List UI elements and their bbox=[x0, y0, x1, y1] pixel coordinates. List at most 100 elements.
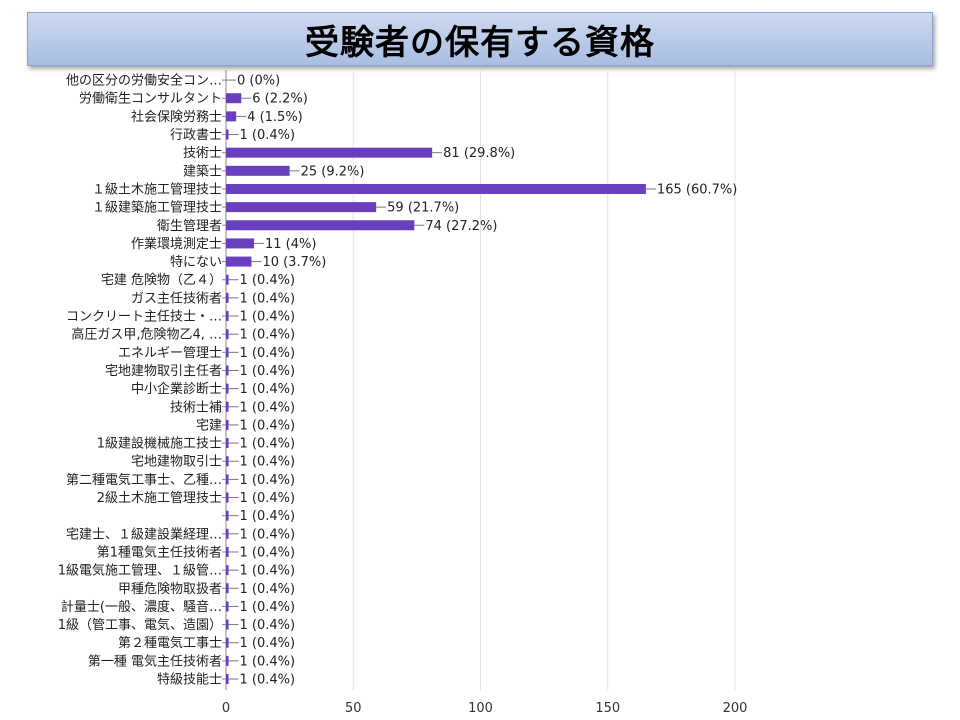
category-label: 第一種 電気主任技術者 bbox=[88, 653, 222, 669]
data-label: 1 (0.4%) bbox=[240, 545, 296, 560]
bar bbox=[226, 492, 229, 503]
data-label: 11 (4%) bbox=[265, 237, 316, 252]
bar bbox=[226, 637, 229, 648]
bar bbox=[226, 419, 229, 430]
category-label: エネルギー管理士 bbox=[118, 346, 222, 361]
category-label: １級土木施工管理技士 bbox=[92, 182, 222, 197]
bar bbox=[226, 147, 433, 158]
data-label: 1 (0.4%) bbox=[240, 673, 296, 688]
category-label: 特級技能士 bbox=[157, 673, 222, 688]
data-label: 1 (0.4%) bbox=[240, 582, 296, 597]
category-label: 1級建設機械施工技士 bbox=[97, 436, 222, 452]
data-label: 165 (60.7%) bbox=[657, 182, 737, 197]
data-label: 1 (0.4%) bbox=[240, 291, 296, 306]
category-label: 中小企業診断士 bbox=[131, 381, 222, 397]
category-label: 宅建士、１級建設業経理… bbox=[66, 526, 222, 542]
bar bbox=[226, 311, 229, 322]
data-label: 1 (0.4%) bbox=[240, 564, 296, 579]
category-label: 宅地建物取引士 bbox=[131, 455, 222, 470]
bar bbox=[226, 329, 229, 340]
bar bbox=[226, 510, 229, 521]
bar bbox=[226, 565, 229, 576]
bar bbox=[226, 438, 229, 449]
data-label: 1 (0.4%) bbox=[240, 328, 296, 343]
bar bbox=[226, 365, 229, 376]
data-label: 1 (0.4%) bbox=[240, 654, 296, 669]
category-label: 建築士 bbox=[183, 164, 222, 179]
bar bbox=[226, 401, 229, 412]
category-label: 2級土木施工管理技士 bbox=[97, 491, 222, 506]
bar bbox=[226, 183, 646, 194]
data-label: 6 (2.2%) bbox=[252, 92, 308, 107]
data-label: 1 (0.4%) bbox=[240, 418, 296, 433]
data-label: 4 (1.5%) bbox=[247, 110, 303, 125]
data-label: 1 (0.4%) bbox=[240, 600, 296, 615]
bar bbox=[226, 292, 229, 303]
data-label: 81 (29.8%) bbox=[443, 146, 515, 161]
data-label: 1 (0.4%) bbox=[240, 437, 296, 452]
data-label: 0 (0%) bbox=[237, 74, 280, 89]
bar bbox=[226, 256, 252, 267]
bar bbox=[226, 274, 229, 285]
category-label: 宅地建物取引主任者 bbox=[105, 364, 222, 379]
x-tick-label: 150 bbox=[595, 701, 620, 716]
bar bbox=[226, 93, 242, 104]
bar bbox=[226, 528, 229, 539]
data-label: 59 (21.7%) bbox=[387, 201, 459, 216]
bar bbox=[226, 674, 229, 685]
bar bbox=[226, 583, 229, 594]
bar bbox=[226, 165, 290, 176]
data-label: 1 (0.4%) bbox=[240, 400, 296, 415]
data-label: 10 (3.7%) bbox=[262, 255, 326, 270]
category-label: 高圧ガス甲,危険物乙4, … bbox=[71, 327, 222, 343]
data-label: 1 (0.4%) bbox=[240, 310, 296, 325]
data-label: 1 (0.4%) bbox=[240, 346, 296, 361]
category-label: 甲種危険物取扱者 bbox=[118, 581, 222, 597]
category-label: 宅建 危険物（乙４） bbox=[101, 273, 222, 288]
title-banner: 受験者の保有する資格 bbox=[27, 12, 933, 66]
data-label: 1 (0.4%) bbox=[240, 491, 296, 506]
bar bbox=[226, 619, 229, 630]
category-label: １級建築施工管理技士 bbox=[92, 201, 222, 216]
data-label: 1 (0.4%) bbox=[240, 382, 296, 397]
bar bbox=[226, 456, 229, 467]
category-label: 作業環境測定士 bbox=[131, 236, 222, 252]
data-label: 1 (0.4%) bbox=[240, 473, 296, 488]
category-label: 宅建 bbox=[196, 418, 222, 433]
category-label: 第２種電気工事士 bbox=[118, 635, 222, 651]
page-title: 受験者の保有する資格 bbox=[305, 22, 655, 63]
data-label: 25 (9.2%) bbox=[301, 164, 365, 179]
category-label: 特にない bbox=[170, 255, 222, 270]
x-tick-label: 100 bbox=[468, 701, 493, 716]
category-label: 1級電気施工管理、１級管… bbox=[58, 563, 222, 579]
bar bbox=[226, 601, 229, 612]
category-label: 行政書士 bbox=[170, 128, 222, 143]
data-label: 1 (0.4%) bbox=[240, 273, 296, 288]
x-tick-label: 200 bbox=[723, 701, 748, 716]
x-tick-label: 0 bbox=[222, 701, 230, 716]
category-label: 労働衛生コンサルタント bbox=[79, 92, 222, 107]
category-label: コンクリート主任技士・… bbox=[66, 310, 222, 325]
bar bbox=[226, 129, 229, 140]
data-label: 1 (0.4%) bbox=[240, 128, 296, 143]
category-label: 第1種電気主任技術者 bbox=[97, 544, 222, 560]
category-label: 技術士 bbox=[183, 146, 222, 161]
data-label: 1 (0.4%) bbox=[240, 618, 296, 633]
category-label: 第二種電気工事士、乙種… bbox=[66, 472, 222, 488]
category-label: 衛生管理者 bbox=[157, 219, 222, 234]
category-label: 技術士補 bbox=[170, 400, 222, 415]
bar bbox=[226, 111, 237, 122]
data-label: 1 (0.4%) bbox=[240, 636, 296, 651]
bar bbox=[226, 655, 229, 666]
data-label: 1 (0.4%) bbox=[240, 455, 296, 470]
bar bbox=[226, 474, 229, 485]
x-tick-label: 50 bbox=[345, 701, 362, 716]
bar bbox=[226, 546, 229, 557]
bar bbox=[226, 238, 254, 249]
data-label: 1 (0.4%) bbox=[240, 527, 296, 542]
category-label: ガス主任技術者 bbox=[131, 291, 222, 306]
category-label: 計量士(一般、濃度、騒音… bbox=[61, 599, 222, 615]
category-label: 1級（管工事、電気、造園） bbox=[58, 617, 222, 633]
bar bbox=[226, 220, 415, 231]
